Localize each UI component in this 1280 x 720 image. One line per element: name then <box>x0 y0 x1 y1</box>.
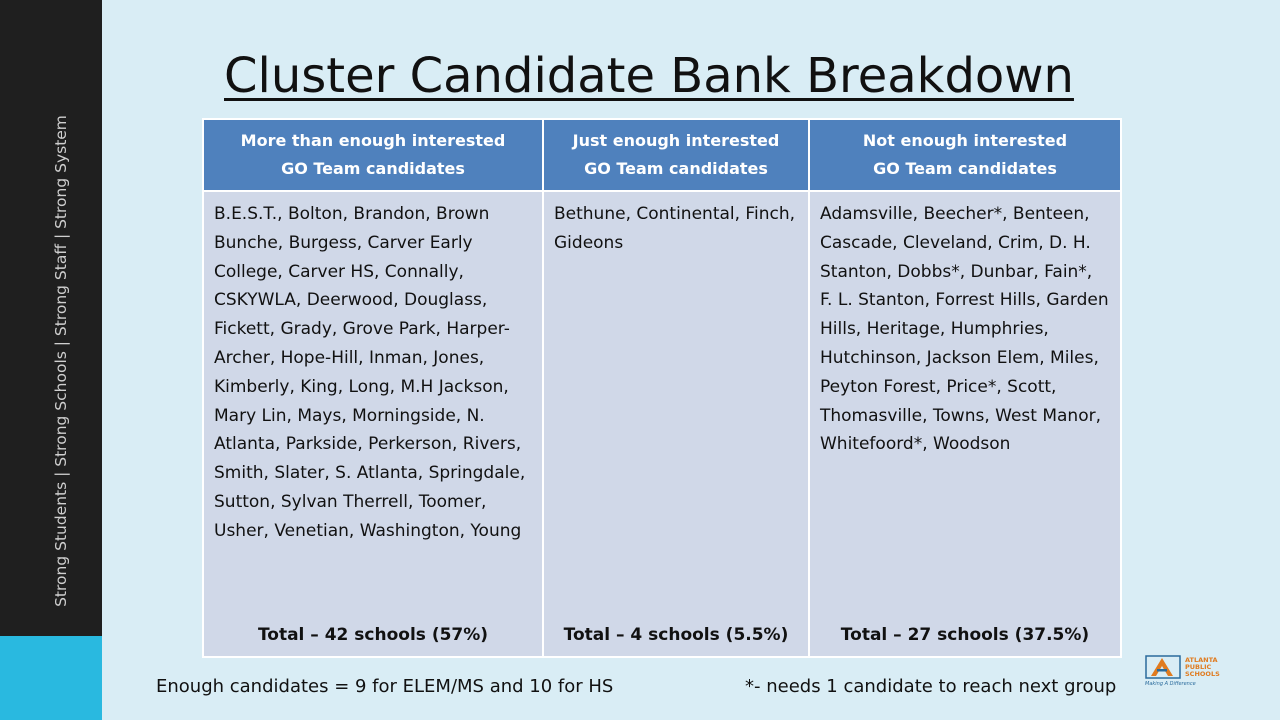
aps-logo-icon <box>1145 655 1181 679</box>
footnote-enough-candidates: Enough candidates = 9 for ELEM/MS and 10… <box>156 676 614 697</box>
candidate-bank-table: More than enough interested GO Team cand… <box>202 118 1122 658</box>
logo-line: SCHOOLS <box>1185 670 1220 678</box>
header-line: GO Team candidates <box>873 159 1057 178</box>
cell-not-enough: Adamsville, Beecher*, Benteen, Cascade, … <box>808 190 1122 658</box>
header-just-enough: Just enough interested GO Team candidate… <box>542 118 810 192</box>
header-line: More than enough interested <box>240 131 506 150</box>
header-more-than-enough: More than enough interested GO Team cand… <box>202 118 544 192</box>
logo-tagline: Making A Difference <box>1145 681 1196 687</box>
header-line: GO Team candidates <box>281 159 465 178</box>
header-line: GO Team candidates <box>584 159 768 178</box>
header-line: Just enough interested <box>572 131 780 150</box>
school-list: B.E.S.T., Bolton, Brandon, Brown Bunche,… <box>214 204 526 541</box>
header-line: Not enough interested <box>862 131 1068 150</box>
total-label: Total – 4 schools (5.5%) <box>563 625 789 646</box>
sidebar-accent-block <box>0 636 102 720</box>
cell-just-enough: Bethune, Continental, Finch, Gideons Tot… <box>542 190 810 658</box>
table-row: B.E.S.T., Bolton, Brandon, Brown Bunche,… <box>202 190 1122 658</box>
total-label: Total – 27 schools (37.5%) <box>840 625 1090 646</box>
sidebar: Strong Students | Strong Schools | Stron… <box>0 0 102 720</box>
logo-wordmark: ATLANTA PUBLIC SCHOOLS <box>1185 657 1237 678</box>
school-list: Bethune, Continental, Finch, Gideons <box>554 204 795 253</box>
table-header-row: More than enough interested GO Team cand… <box>202 118 1122 192</box>
header-not-enough: Not enough interested GO Team candidates <box>808 118 1122 192</box>
logo-line: PUBLIC <box>1185 663 1212 671</box>
page-title: Cluster Candidate Bank Breakdown <box>224 48 1074 104</box>
sidebar-tagline: Strong Students | Strong Schools | Stron… <box>52 115 70 607</box>
atlanta-public-schools-logo: ATLANTA PUBLIC SCHOOLS Making A Differen… <box>1145 654 1237 688</box>
school-list: Adamsville, Beecher*, Benteen, Cascade, … <box>820 204 1109 455</box>
logo-line: ATLANTA <box>1185 656 1218 664</box>
cell-more-than-enough: B.E.S.T., Bolton, Brandon, Brown Bunche,… <box>202 190 544 658</box>
footnote-asterisk: *- needs 1 candidate to reach next group <box>745 676 1117 697</box>
total-label: Total – 42 schools (57%) <box>257 625 489 646</box>
